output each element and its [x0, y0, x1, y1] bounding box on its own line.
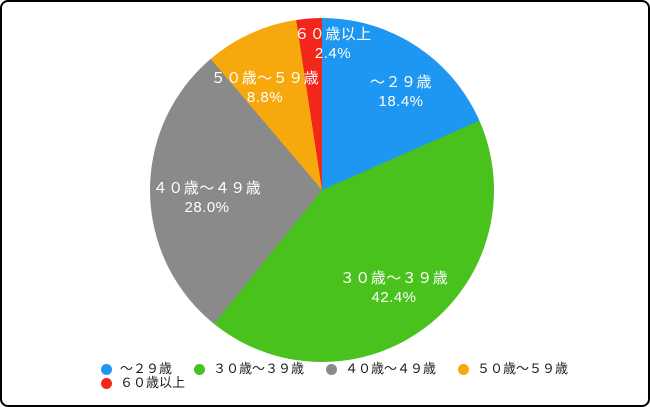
- slice-label-percent: 8.8%: [246, 89, 284, 106]
- legend-item-40s: ４０歳～４９歳: [326, 362, 436, 376]
- legend-item-over60: ６０歳以上: [101, 376, 185, 390]
- slice-label-category: ６０歳以上: [294, 26, 372, 43]
- slice-label-50s: ５０歳～５９歳 8.8%: [211, 69, 320, 107]
- legend-label: ～２９歳: [120, 361, 173, 376]
- slice-label-under29: ～２９歳 18.4%: [370, 73, 432, 111]
- legend-label: ３０歳～３９歳: [213, 361, 305, 376]
- legend: ～２９歳 ３０歳～３９歳 ４０歳～４９歳 ５０歳～５９歳 ６０歳以上: [101, 362, 621, 390]
- legend-item-30s: ３０歳～３９歳: [194, 362, 304, 376]
- slice-label-category: ５０歳～５９歳: [210, 70, 320, 87]
- legend-label: ４０歳～４９歳: [345, 361, 437, 376]
- pie-chart: [150, 18, 494, 362]
- legend-dot-icon: [194, 363, 206, 375]
- slice-label-percent: 2.4%: [314, 45, 352, 62]
- legend-dot-icon: [101, 377, 112, 389]
- legend-dot-icon: [326, 363, 338, 375]
- legend-label: ６０歳以上: [120, 375, 186, 390]
- slice-label-category: ～２９歳: [369, 74, 433, 91]
- slice-label-over60: ６０歳以上 2.4%: [294, 25, 372, 63]
- legend-item-under29: ～２９歳: [101, 362, 172, 376]
- legend-label: ５０歳～５９歳: [477, 361, 569, 376]
- slice-label-percent: 18.4%: [378, 93, 424, 110]
- slice-label-category: ４０歳～４９歳: [152, 180, 262, 197]
- slice-label-30s: ３０歳～３９歳 42.4%: [340, 269, 449, 307]
- slice-label-percent: 42.4%: [371, 289, 417, 306]
- slice-label-40s: ４０歳～４９歳 28.0%: [153, 179, 262, 217]
- slice-label-category: ３０歳～３９歳: [339, 270, 449, 287]
- legend-item-50s: ５０歳～５９歳: [458, 362, 568, 376]
- legend-dot-icon: [458, 363, 470, 375]
- legend-dot-icon: [101, 363, 112, 375]
- slice-label-percent: 28.0%: [184, 199, 230, 216]
